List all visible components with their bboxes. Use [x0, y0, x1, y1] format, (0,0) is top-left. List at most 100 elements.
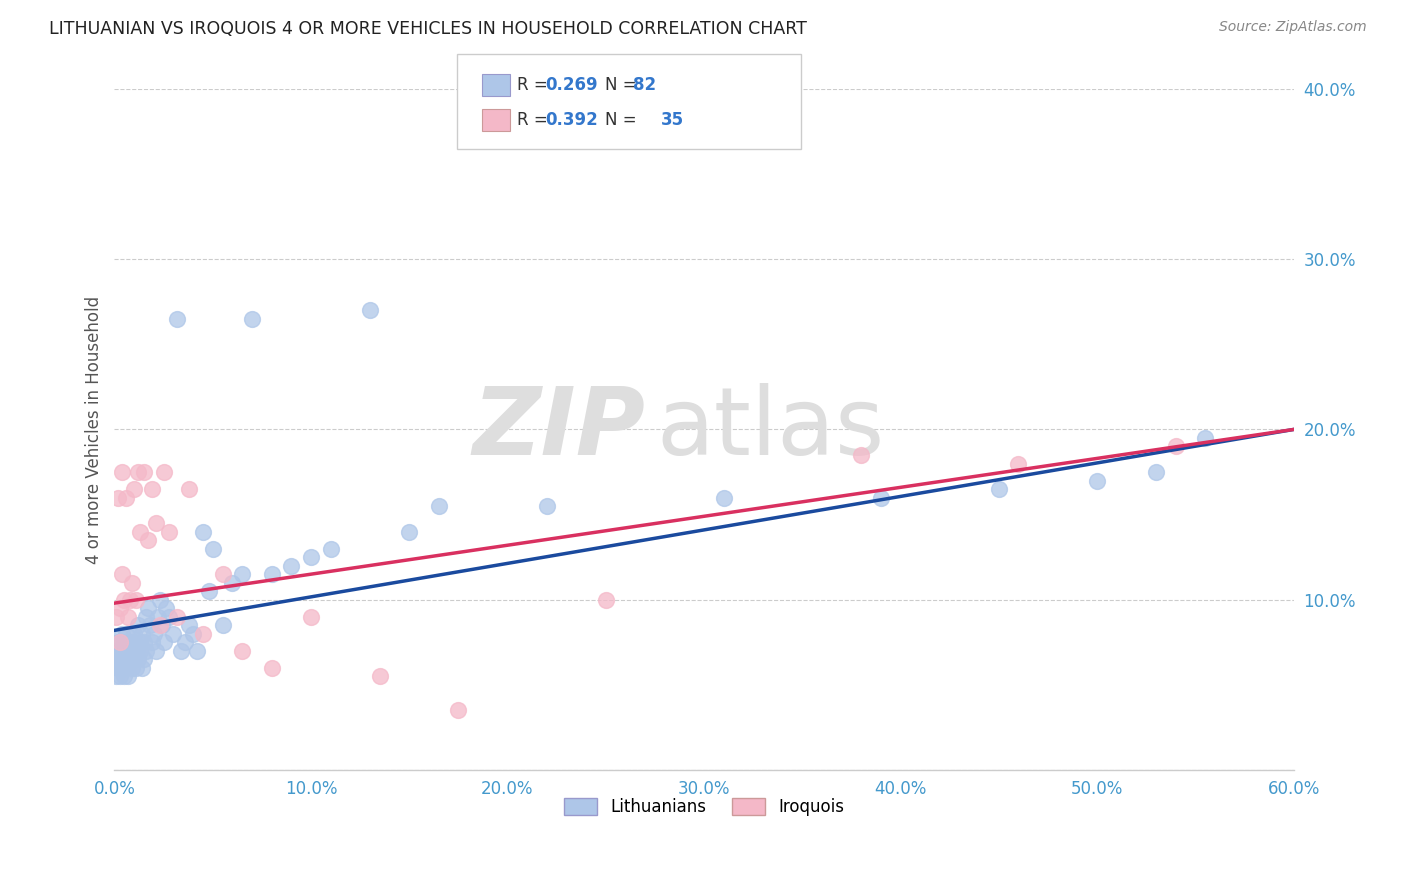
- Point: [122, 635, 145, 649]
- Point: [132, 652, 155, 666]
- Point: [111, 567, 134, 582]
- Point: [115, 491, 138, 505]
- Point: [121, 635, 143, 649]
- Text: 0.392: 0.392: [546, 111, 599, 128]
- Point: [299, 609, 322, 624]
- Point: [851, 448, 873, 462]
- Point: [152, 635, 174, 649]
- Point: [141, 482, 163, 496]
- Legend: Lithuanians, Iroquois: Lithuanians, Iroquois: [557, 791, 851, 823]
- Point: [987, 482, 1010, 496]
- Point: [145, 516, 167, 530]
- Point: [115, 644, 138, 658]
- Point: [122, 482, 145, 496]
- Point: [1144, 465, 1167, 479]
- Text: 35: 35: [661, 111, 683, 128]
- Point: [110, 601, 132, 615]
- Point: [110, 669, 132, 683]
- Point: [299, 550, 322, 565]
- Point: [197, 584, 219, 599]
- Point: [447, 703, 470, 717]
- Point: [115, 661, 138, 675]
- Point: [1007, 457, 1029, 471]
- Point: [170, 644, 193, 658]
- Y-axis label: 4 or more Vehicles in Household: 4 or more Vehicles in Household: [86, 295, 103, 564]
- Point: [260, 567, 283, 582]
- Point: [174, 635, 197, 649]
- Point: [125, 644, 148, 658]
- Point: [191, 524, 214, 539]
- Point: [120, 592, 142, 607]
- Point: [105, 609, 128, 624]
- Point: [112, 644, 135, 658]
- Text: N =: N =: [605, 76, 641, 94]
- Point: [120, 652, 142, 666]
- Point: [211, 618, 233, 632]
- Point: [870, 491, 893, 505]
- Text: R =: R =: [517, 76, 554, 94]
- Point: [319, 541, 342, 556]
- Point: [105, 669, 128, 683]
- Point: [132, 465, 155, 479]
- Point: [107, 635, 129, 649]
- Point: [135, 644, 157, 658]
- Point: [111, 661, 134, 675]
- Point: [127, 652, 149, 666]
- Point: [398, 524, 420, 539]
- Point: [231, 567, 253, 582]
- Point: [121, 661, 143, 675]
- Point: [211, 567, 233, 582]
- Point: [132, 635, 155, 649]
- Point: [166, 609, 188, 624]
- Text: ZIP: ZIP: [472, 384, 645, 475]
- Point: [121, 575, 143, 590]
- Point: [136, 533, 159, 548]
- Point: [127, 465, 149, 479]
- Text: N =: N =: [605, 111, 641, 128]
- Point: [112, 635, 135, 649]
- Point: [145, 644, 167, 658]
- Point: [105, 644, 128, 658]
- Text: LITHUANIAN VS IROQUOIS 4 OR MORE VEHICLES IN HOUSEHOLD CORRELATION CHART: LITHUANIAN VS IROQUOIS 4 OR MORE VEHICLE…: [49, 20, 807, 37]
- Point: [1164, 440, 1187, 454]
- Point: [122, 627, 145, 641]
- Point: [111, 652, 134, 666]
- Point: [112, 592, 135, 607]
- Point: [120, 644, 142, 658]
- Text: 0.269: 0.269: [546, 76, 598, 94]
- Point: [111, 627, 134, 641]
- Point: [159, 524, 181, 539]
- Point: [117, 669, 139, 683]
- Point: [595, 592, 617, 607]
- Point: [135, 609, 157, 624]
- Point: [142, 627, 165, 641]
- Point: [127, 618, 149, 632]
- Point: [166, 311, 188, 326]
- Point: [107, 491, 129, 505]
- Point: [191, 627, 214, 641]
- Point: [221, 575, 243, 590]
- Point: [129, 644, 152, 658]
- Point: [131, 661, 153, 675]
- Point: [149, 618, 172, 632]
- Point: [111, 465, 134, 479]
- Point: [150, 618, 173, 632]
- Point: [536, 499, 558, 513]
- Point: [146, 609, 169, 624]
- Point: [129, 635, 152, 649]
- Point: [136, 601, 159, 615]
- Point: [141, 635, 163, 649]
- Text: atlas: atlas: [657, 384, 886, 475]
- Text: 82: 82: [633, 76, 655, 94]
- Point: [105, 652, 128, 666]
- Point: [181, 627, 204, 641]
- Point: [177, 482, 200, 496]
- Point: [110, 635, 132, 649]
- Point: [110, 644, 132, 658]
- Point: [260, 661, 283, 675]
- Point: [1085, 474, 1108, 488]
- Point: [117, 635, 139, 649]
- Point: [162, 627, 184, 641]
- Point: [159, 609, 181, 624]
- Text: Source: ZipAtlas.com: Source: ZipAtlas.com: [1219, 20, 1367, 34]
